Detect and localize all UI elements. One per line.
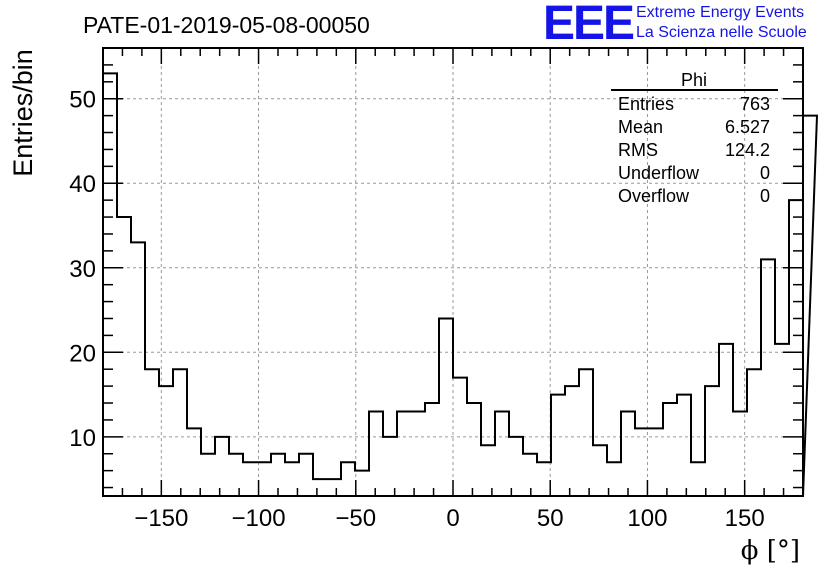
x-tick-labels: −150 −100 −50 0 50 100 150: [134, 505, 764, 532]
y-tick-label: 30: [69, 256, 96, 283]
eee-logo-text: Extreme Energy Events La Scienza nelle S…: [636, 3, 807, 43]
chart-title: PATE-01-2019-05-08-00050: [83, 12, 370, 38]
x-tick-label: 50: [537, 505, 564, 532]
y-tick-label: 10: [69, 425, 96, 452]
stats-box: Phi Entries 763 Mean 6.527 RMS 124.2 Underflow…: [611, 70, 778, 206]
x-tick-label: −100: [232, 505, 286, 532]
y-axis-label: Entries/bin: [8, 49, 38, 177]
stats-row-value: 6.527: [725, 117, 770, 137]
eee-logo: EEE: [543, 0, 635, 50]
x-tick-label: −150: [134, 505, 188, 532]
y-tick-label: 50: [69, 87, 96, 114]
x-tick-label: −50: [335, 505, 376, 532]
stats-row-value: 0: [760, 163, 770, 183]
stats-row-label: RMS: [618, 140, 658, 160]
eee-logo-line1: Extreme Energy Events: [636, 4, 805, 21]
x-tick-label: 150: [725, 505, 765, 532]
stats-box-title: Phi: [681, 70, 707, 90]
stats-row-value: 124.2: [725, 140, 770, 160]
stats-row-label: Entries: [618, 94, 674, 114]
stats-row-label: Underflow: [618, 163, 700, 183]
eee-logo-line2: La Scienza nelle Scuole: [636, 24, 807, 41]
stats-row-label: Overflow: [618, 186, 690, 206]
y-tick-labels: 10 20 30 40 50: [69, 87, 96, 452]
axis-ticks: [102, 47, 804, 496]
stats-row-value: 0: [760, 186, 770, 206]
grid-lines: [103, 48, 803, 496]
y-tick-label: 20: [69, 340, 96, 367]
x-tick-label: 100: [627, 505, 667, 532]
stats-row-value: 763: [740, 94, 770, 114]
x-tick-label: 0: [446, 505, 459, 532]
stats-row-label: Mean: [618, 117, 663, 137]
histogram-series-line: [102, 72, 819, 497]
y-tick-label: 40: [69, 171, 96, 198]
x-axis-label: ϕ [°]: [741, 536, 800, 566]
